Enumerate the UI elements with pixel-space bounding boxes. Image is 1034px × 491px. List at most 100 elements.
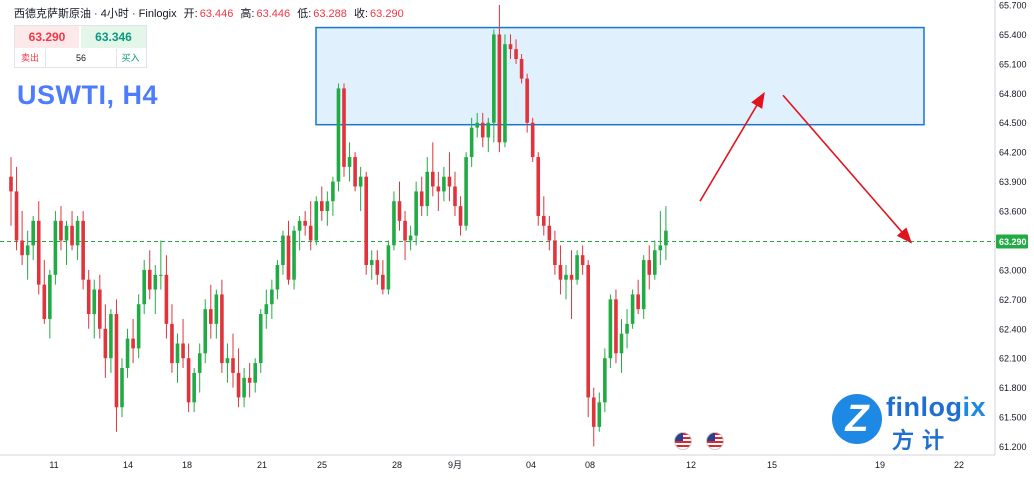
- y-tick-label: 62.700: [999, 295, 1027, 305]
- us-flag-icon[interactable]: [674, 432, 692, 450]
- candle-body: [120, 368, 124, 408]
- candle-body: [591, 397, 596, 427]
- close-label: 收:: [353, 8, 369, 20]
- candle-body: [153, 274, 158, 290]
- candle-body: [536, 157, 541, 216]
- candle-body: [547, 225, 552, 241]
- candle-body: [603, 358, 607, 403]
- candle-body: [203, 309, 208, 354]
- candle-body: [564, 274, 568, 280]
- us-flag-icon[interactable]: [706, 432, 724, 450]
- candle-body: [220, 294, 224, 364]
- candle-body: [292, 230, 296, 280]
- buy-label[interactable]: 买入: [121, 53, 140, 63]
- candle-body: [530, 122, 535, 158]
- quantity-field[interactable]: 56: [45, 49, 117, 67]
- y-tick-label: 62.100: [999, 354, 1027, 364]
- candle-body: [469, 127, 474, 158]
- x-tick-label: 08: [585, 460, 595, 470]
- sell-price-button[interactable]: 63.290: [15, 26, 79, 48]
- y-tick-label: 65.700: [999, 1, 1027, 11]
- candle-body: [103, 328, 108, 359]
- candle-body: [397, 201, 402, 221]
- x-tick-label: 21: [257, 460, 267, 470]
- candle-body: [336, 88, 341, 182]
- candle-body: [464, 157, 468, 226]
- candle-body: [159, 274, 163, 276]
- y-tick-label: 64.800: [999, 89, 1027, 99]
- candle-body: [70, 225, 74, 246]
- candle-body: [392, 201, 396, 246]
- candle-body: [303, 220, 307, 226]
- candle-body: [175, 343, 180, 364]
- candle-body: [580, 255, 585, 265]
- candle-body: [53, 220, 58, 275]
- candle-body: [586, 264, 590, 398]
- candle-body: [136, 304, 141, 349]
- candle-body: [48, 274, 52, 319]
- candle-body: [36, 220, 41, 285]
- candle-body: [114, 314, 119, 408]
- x-tick-label: 19: [875, 460, 885, 470]
- close-value: 63.290: [370, 8, 404, 20]
- candle-body: [192, 372, 196, 403]
- candle-body: [197, 353, 202, 373]
- candle-body: [647, 260, 652, 275]
- sell-label[interactable]: 卖出: [20, 53, 39, 63]
- candle-body: [358, 176, 363, 187]
- candle-body: [253, 363, 257, 383]
- y-tick-label: 63.600: [999, 207, 1027, 217]
- candle-body: [486, 122, 491, 138]
- candle-body: [575, 255, 579, 280]
- candle-body: [508, 44, 513, 50]
- x-tick-label: 22: [954, 460, 964, 470]
- y-tick-label: 65.100: [999, 59, 1027, 69]
- candle-body: [453, 186, 457, 207]
- x-tick-label: 25: [317, 460, 327, 470]
- candle-body: [569, 274, 574, 280]
- candle-body: [42, 284, 47, 319]
- low-label: 低:: [297, 8, 312, 20]
- candle-body: [98, 289, 102, 329]
- buy-price-button[interactable]: 63.346: [81, 26, 146, 48]
- y-tick-label: 63.000: [999, 265, 1027, 275]
- candle-body: [419, 191, 424, 207]
- candle-body: [664, 230, 668, 246]
- finlogix-logo: Z finlogix 方计: [832, 392, 996, 453]
- y-tick-label: 61.800: [999, 383, 1027, 393]
- candle-body: [425, 171, 430, 207]
- y-tick-label: 65.400: [999, 30, 1027, 40]
- candle-body: [125, 338, 130, 369]
- candle-body: [186, 358, 191, 403]
- candle-body: [381, 274, 385, 290]
- candle-body: [14, 191, 19, 241]
- candle-body: [386, 245, 391, 290]
- candle-body: [408, 235, 413, 241]
- high-value: 63.446: [256, 8, 291, 20]
- candle-body: [342, 88, 346, 167]
- candle-body: [92, 289, 97, 315]
- candle-body: [247, 377, 252, 383]
- trade-panel: 63.290 63.346 卖出 56 买入: [14, 25, 147, 68]
- candle-body: [81, 220, 85, 280]
- candle-body: [209, 309, 213, 324]
- candle-body: [630, 294, 635, 324]
- x-tick-label: 18: [182, 460, 192, 470]
- x-tick-label: 28: [392, 460, 402, 470]
- candle-body: [492, 34, 496, 123]
- open-value: 63.446: [199, 8, 234, 20]
- open-label: 开:: [183, 8, 198, 20]
- candle-body: [214, 294, 219, 324]
- candle-body: [242, 377, 246, 398]
- y-tick-label: 62.400: [999, 324, 1027, 334]
- candle-body: [636, 294, 640, 310]
- candle-body: [131, 338, 135, 349]
- candle-body: [514, 49, 518, 59]
- candle-body: [64, 225, 69, 241]
- candle-body: [558, 264, 563, 280]
- candle-body: [597, 402, 602, 427]
- high-label: 高:: [240, 8, 255, 20]
- candle-body: [458, 206, 463, 226]
- candle-body: [375, 260, 380, 275]
